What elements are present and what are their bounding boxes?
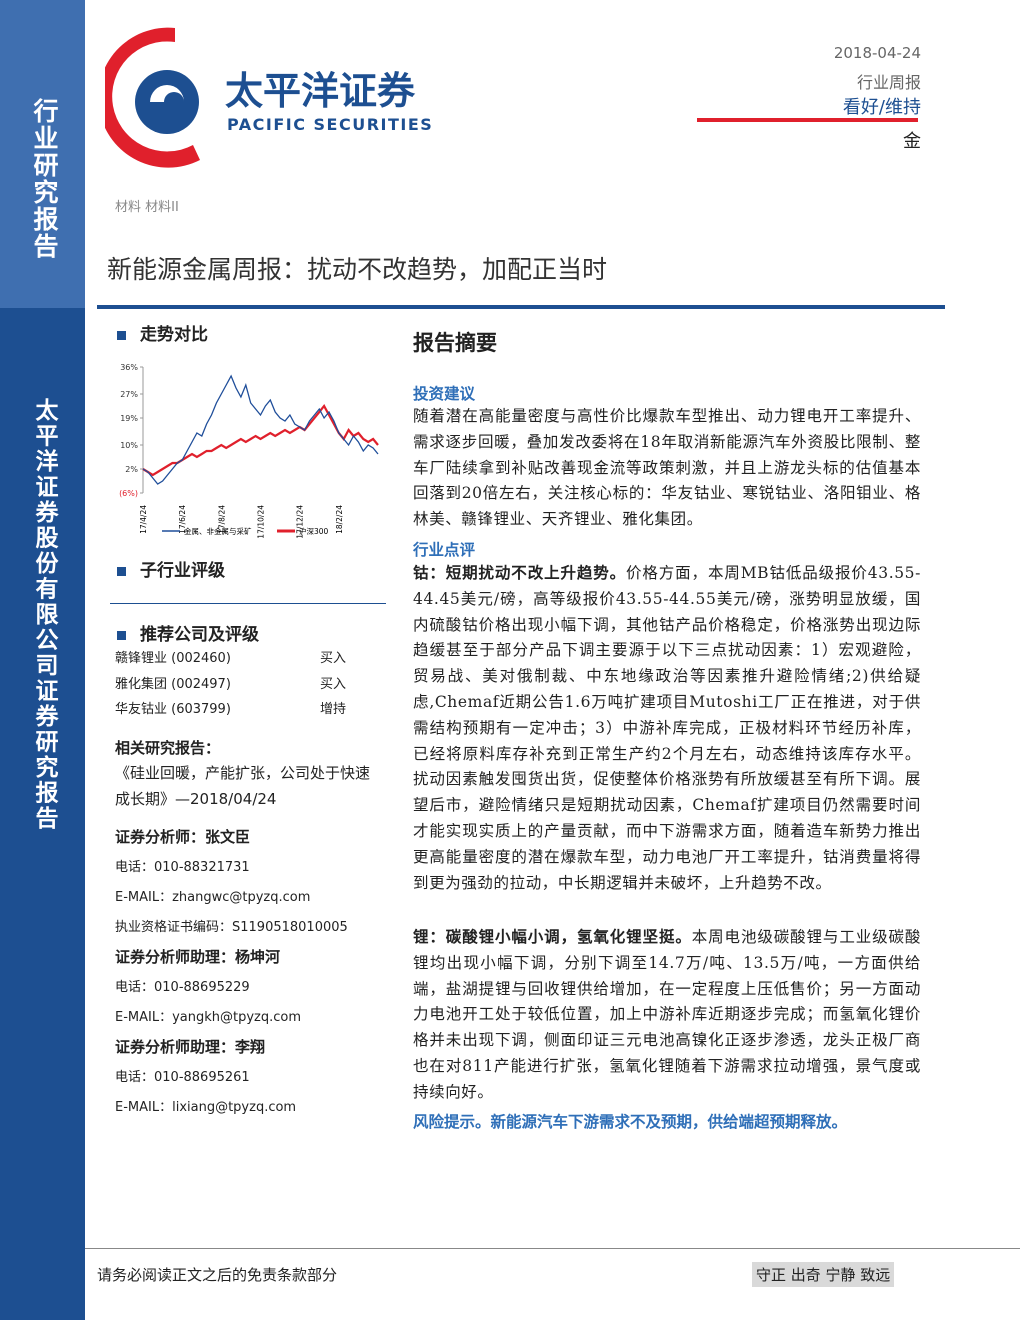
invest-heading: 投资建议	[413, 384, 476, 403]
trend-chart: 36% 27% 19% 10% 2% (6%)17/4/24 17/6/24 17/8/24 1…	[119, 363, 379, 539]
heading-text: 推荐公司及评级	[140, 625, 259, 645]
rating: 看好/维持	[842, 97, 921, 118]
analyst-contact: 电话：010-88695261	[115, 1070, 250, 1085]
y-tick-label: 2%	[125, 465, 138, 474]
company-row: 华友钴业 (603799) 增持	[115, 698, 385, 724]
logo-cn: 太平洋证券	[225, 69, 416, 113]
report-type: 行业周报	[856, 73, 921, 92]
sidebar-bottom: 太平洋证券股份有限公司证券研究报告	[0, 308, 85, 1320]
date: 2018-04-24	[833, 44, 921, 62]
lithium-lead: 锂：碳酸锂小幅小调，氢氧化锂坚挺。	[413, 927, 692, 946]
company-row: 雅化集团 (002497) 买入	[115, 673, 385, 699]
x-tick-label: 17/10/24	[257, 505, 266, 539]
y-tick-label: 10%	[120, 441, 138, 450]
x-tick-label: 18/2/24	[335, 505, 344, 534]
logo-arc	[105, 27, 200, 168]
category: 材料 材料II	[115, 200, 179, 215]
analyst-contact: 电话：010-88695229	[115, 980, 250, 995]
x-tick-label: 17/4/24	[139, 505, 148, 534]
cobalt-text: 价格方面，本周MB钴低品级报价43.55-44.45美元/磅，高等级报价43.5…	[413, 564, 921, 892]
analyst-contact: E-MAIL：yangkh@tpyzq.com	[115, 1010, 302, 1025]
related-heading: 相关研究报告：	[115, 739, 221, 757]
cobalt-paragraph: 钴：短期扰动不改上升趋势。价格方面，本周MB钴低品级报价43.55-44.45美…	[413, 560, 921, 896]
related-report: 《硅业回暖，产能扩张，公司处于快速成长期》—2018/04/24	[115, 764, 371, 808]
section-heading: 推荐公司及评级	[117, 620, 259, 645]
risk: 风险提示。新能源汽车下游需求不及预期，供给端超预期释放。	[413, 1112, 848, 1131]
footer-rule	[85, 1248, 1020, 1249]
logo-swirl	[150, 85, 184, 102]
title-rule	[97, 305, 945, 309]
review-heading: 行业点评	[413, 540, 476, 559]
sector: 金	[903, 131, 921, 152]
lithium-text: 本周电池级碳酸锂与工业级碳酸锂均出现小幅下调，分别下调至14.7万/吨、13.5…	[413, 928, 922, 1101]
heading-text: 走势对比	[140, 325, 208, 345]
analyst-contact: E-MAIL：zhangwc@tpyzq.com	[115, 890, 311, 905]
heading-text: 子行业评级	[140, 561, 225, 581]
x-tick-label: 17/6/24	[178, 505, 187, 534]
company-table: 赣锋锂业 (002460) 买入 雅化集团 (002497) 买入 华友钴业 (6037…	[115, 647, 385, 724]
analyst-role: 证券分析师助理：杨坤河	[115, 948, 281, 966]
sidebar-top: 行业研究报告	[0, 0, 85, 308]
logo-en: PACIFIC SECURITIES	[227, 115, 433, 134]
analyst-contact: 电话：010-88321731	[115, 860, 250, 875]
logo: 太平洋证券 PACIFIC SECURITIES	[105, 27, 433, 168]
section-heading: 走势对比	[117, 320, 208, 345]
analyst-contact: 执业资格证书编码：S1190518010005	[115, 920, 348, 935]
company-rating: 买入	[320, 676, 347, 692]
summary-heading: 报告摘要	[413, 330, 497, 355]
company-name: 赣锋锂业 (002460)	[115, 651, 231, 666]
legend-label: 金属、非金属与采矿	[184, 526, 252, 536]
rule	[110, 603, 386, 604]
series-line	[142, 404, 379, 477]
company-rating: 增持	[320, 702, 347, 717]
company-row: 赣锋锂业 (002460) 买入	[115, 647, 385, 673]
legend-label: 沪深300	[299, 526, 329, 536]
x-tick-label: 17/12/24	[296, 505, 305, 539]
analyst-role: 证券分析师：张文臣	[115, 828, 251, 846]
analyst-contact: E-MAIL：lixiang@tpyzq.com	[115, 1100, 297, 1115]
section-heading: 子行业评级	[117, 556, 225, 581]
rating-rule	[697, 118, 918, 122]
series-line	[142, 374, 379, 485]
disclaimer: 请务必阅读正文之后的免责条款部分	[97, 1266, 338, 1284]
lithium-paragraph: 锂：碳酸锂小幅小调，氢氧化锂坚挺。本周电池级碳酸锂与工业级碳酸锂均出现小幅下调，…	[413, 924, 921, 1106]
y-tick-label: (6%)	[119, 489, 138, 498]
sidebar-bottom-text: 太平洋证券股份有限公司证券研究报告	[31, 398, 58, 832]
logo-circle	[135, 70, 199, 134]
y-tick-label: 19%	[120, 414, 138, 423]
report-title: 新能源金属周报：扰动不改趋势，加配正当时	[107, 255, 608, 284]
company-name: 雅化集团 (002497)	[115, 676, 231, 692]
company-rating: 买入	[320, 651, 347, 666]
company-name: 华友钴业 (603799)	[115, 702, 231, 717]
sidebar-top-text: 行业研究报告	[30, 98, 59, 260]
analyst-list: 证券分析师：张文臣 电话：010-88321731 E-MAIL：zhangwc@t…	[115, 826, 385, 1126]
analyst-role: 证券分析师助理：李翔	[115, 1038, 266, 1056]
motto: 守正 出奇 宁静 致远	[752, 1262, 895, 1287]
invest-text: 随着潜在高能量密度与高性价比爆款车型推出、动力锂电开工率提升、需求逐步回暖，叠加…	[413, 407, 921, 529]
cobalt-lead: 钴：短期扰动不改上升趋势。	[413, 563, 627, 582]
y-tick-label: 36%	[120, 363, 138, 372]
y-tick-label: 27%	[120, 390, 138, 399]
x-tick-label: 17/8/24	[217, 505, 226, 534]
